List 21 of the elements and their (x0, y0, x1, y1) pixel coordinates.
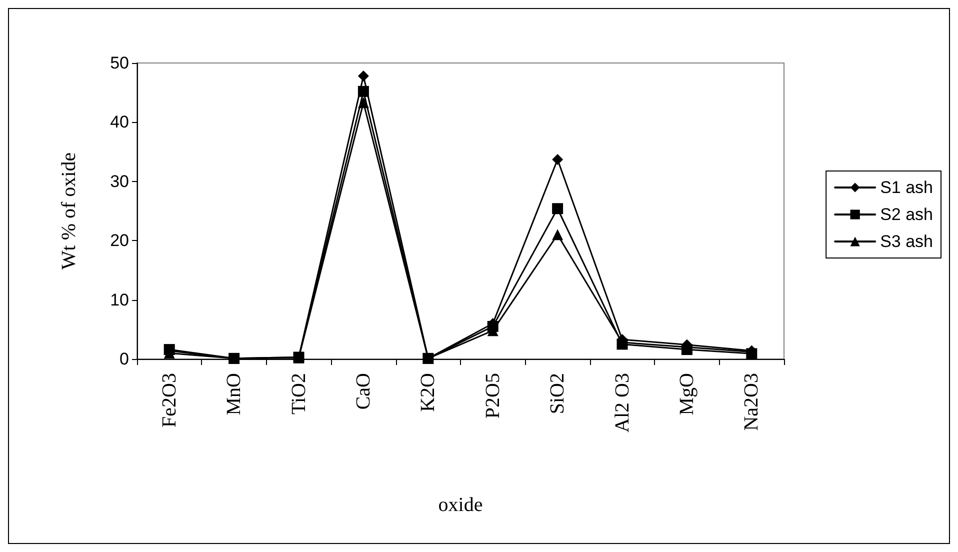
x-tick-label: TiO2 (288, 373, 310, 415)
legend-label: S1 ash (880, 178, 934, 197)
y-tick-label: 0 (120, 350, 129, 368)
x-tick-label: CaO (352, 373, 374, 410)
legend-label: S2 ash (880, 205, 934, 224)
x-tick-label: K2O (417, 373, 440, 412)
x-tick-label: SiO2 (546, 373, 569, 414)
x-tick-label: Al2 O3 (611, 373, 634, 432)
legend-label: S3 ash (880, 232, 934, 251)
y-tick-label: 20 (110, 231, 129, 250)
y-tick-label: 50 (110, 54, 129, 72)
x-tick-label: P2O5 (482, 373, 504, 419)
x-tick-label: Fe2O3 (158, 373, 180, 428)
y-tick-label: 10 (110, 290, 129, 310)
y-tick-label: 40 (110, 112, 129, 132)
x-tick-label: Na2O3 (740, 373, 763, 431)
x-tick-label: MgO (676, 373, 698, 416)
x-tick-label: MnO (223, 373, 246, 416)
x-axis-title: oxide (438, 494, 483, 516)
y-axis-title: Wt % of oxide (58, 152, 80, 270)
y-tick-label: 30 (110, 172, 129, 191)
